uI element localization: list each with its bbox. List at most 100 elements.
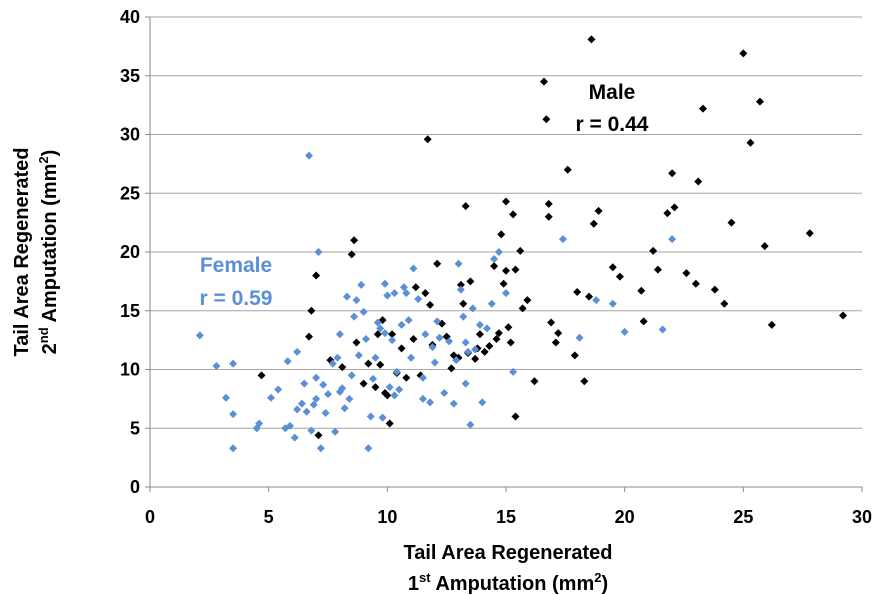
female-data-point xyxy=(478,398,487,407)
male-data-point xyxy=(589,219,598,228)
female-data-point xyxy=(433,317,442,326)
female-data-point xyxy=(371,353,380,362)
male-data-point xyxy=(668,169,677,178)
female-data-point xyxy=(314,248,323,256)
male-data-point xyxy=(385,419,394,428)
male-data-point xyxy=(518,304,527,313)
male-data-point xyxy=(485,342,494,350)
female-data-point xyxy=(390,391,399,400)
male-data-point xyxy=(456,280,465,289)
male-data-point xyxy=(490,262,499,271)
y-axis-title-line2: 2nd Amputation (mm2) xyxy=(36,150,61,355)
y-tick-label: 25 xyxy=(120,183,140,203)
female-data-point xyxy=(407,353,416,362)
female-data-point xyxy=(293,405,302,414)
female-data-point xyxy=(620,327,629,336)
female-data-point xyxy=(354,351,363,360)
male-data-point xyxy=(314,431,323,440)
male-data-point xyxy=(755,97,764,106)
male-data-point xyxy=(409,334,418,343)
male-data-point xyxy=(350,236,359,245)
female-data-point xyxy=(369,374,378,383)
male-data-point xyxy=(480,347,489,356)
male-data-point xyxy=(447,364,456,373)
x-tick-label: 25 xyxy=(733,507,753,527)
female-data-point xyxy=(487,299,496,308)
female-data-point xyxy=(361,334,370,343)
female-data-point xyxy=(335,330,344,339)
female-data-point xyxy=(274,385,283,394)
male-data-point xyxy=(502,266,510,275)
y-tick-label: 40 xyxy=(120,7,140,27)
male-data-point xyxy=(739,49,748,58)
male-data-point xyxy=(594,206,603,215)
female-data-point xyxy=(440,389,449,397)
male-data-point xyxy=(459,299,468,308)
male-data-point xyxy=(433,259,442,268)
male-data-point xyxy=(397,344,406,353)
male-data-point xyxy=(506,338,515,347)
male-data-point xyxy=(554,329,563,338)
male-data-point xyxy=(670,203,679,212)
male-data-point xyxy=(539,77,548,86)
female-data-point xyxy=(290,433,299,442)
female-data-point xyxy=(328,359,337,368)
axes xyxy=(145,16,863,492)
male-data-point xyxy=(307,306,316,315)
male-data-point xyxy=(511,265,520,274)
female-data-point xyxy=(312,394,321,403)
male-data-point xyxy=(587,35,596,44)
x-tick-label: 30 xyxy=(852,507,872,527)
female-data-point xyxy=(312,373,321,382)
male-data-point xyxy=(698,104,707,113)
male-data-point xyxy=(563,165,572,174)
male-data-point xyxy=(551,338,560,347)
female-data-point xyxy=(502,289,510,298)
female-data-point xyxy=(428,343,437,352)
female-data-point xyxy=(409,264,418,273)
male-data-point xyxy=(710,285,719,294)
female-data-point xyxy=(395,385,404,394)
grid-lines xyxy=(150,16,862,429)
female-data-point xyxy=(421,330,430,339)
male-data-point xyxy=(461,202,470,211)
female-data-point xyxy=(397,320,406,329)
male-data-point xyxy=(530,377,539,386)
male-data-point xyxy=(694,177,703,186)
male-data-point xyxy=(639,317,648,326)
male-data-point xyxy=(402,373,411,382)
male-data-point xyxy=(839,311,848,320)
female-data-point xyxy=(267,393,276,402)
male-data-point xyxy=(466,277,475,286)
x-axis-title-line1: Tail Area Regenerated xyxy=(404,542,613,564)
female-data-point xyxy=(324,390,332,399)
female-data-point xyxy=(309,400,318,409)
female-data-point xyxy=(466,420,475,429)
female-data-point xyxy=(490,255,499,264)
female-data-point xyxy=(345,394,354,403)
male-data-point xyxy=(511,412,520,421)
female-data-point xyxy=(426,398,435,407)
x-axis-title-line2: 1st Amputation (mm2) xyxy=(408,570,608,595)
male-data-point xyxy=(805,229,814,238)
female-data-point xyxy=(452,356,461,365)
female-data-point xyxy=(380,329,389,338)
female-data-point xyxy=(373,318,382,327)
female-data-point xyxy=(445,337,454,346)
female-data-point xyxy=(316,444,325,453)
female-data-point xyxy=(483,324,492,333)
female-data-point xyxy=(392,367,401,376)
male-data-point xyxy=(615,272,624,281)
male-data-point xyxy=(426,300,435,309)
tick-labels: 0 5 10 15 20 25 30 35 40 0 5 10 15 20 25 30 xyxy=(120,7,872,527)
male-data-point xyxy=(682,269,691,278)
male-data-point xyxy=(663,209,672,218)
male-data-point xyxy=(388,330,397,339)
data-points xyxy=(195,35,848,453)
female-data-point xyxy=(307,426,316,435)
female-data-point xyxy=(340,404,349,413)
female-data-point xyxy=(608,299,617,308)
female-data-point xyxy=(399,283,408,292)
female-data-point xyxy=(302,407,311,416)
female-data-point xyxy=(380,279,389,288)
